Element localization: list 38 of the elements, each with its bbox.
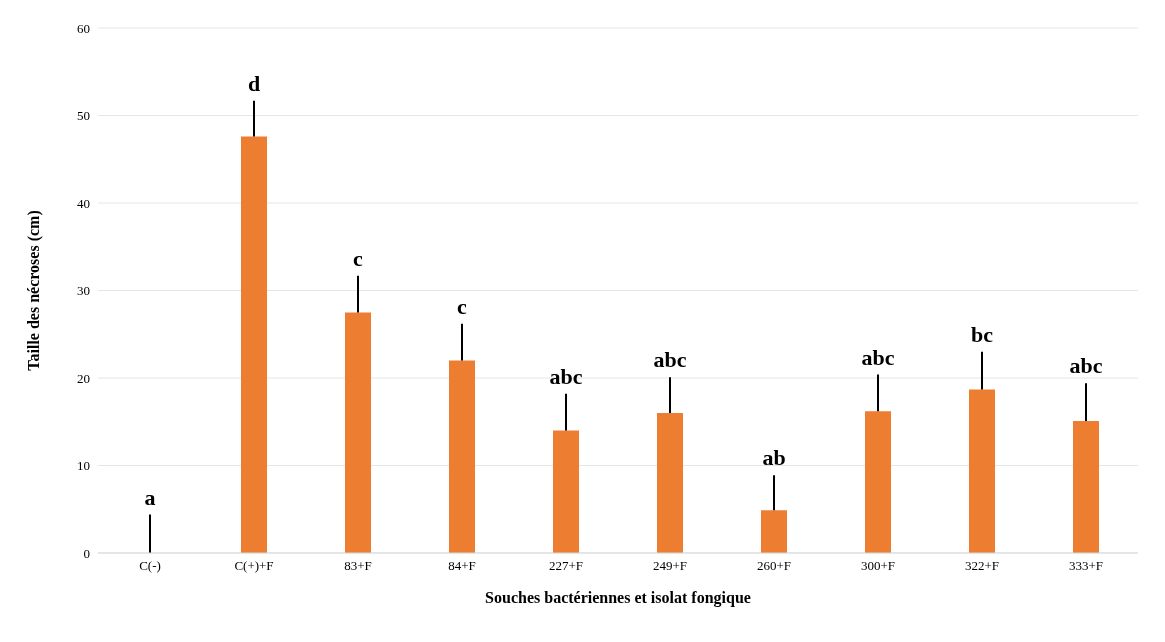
annotation: c <box>353 245 364 271</box>
y-tick-label: 30 <box>77 283 90 299</box>
x-tick-label: 322+F <box>964 558 1000 574</box>
annotation: abc <box>861 344 895 370</box>
bar <box>345 312 371 553</box>
y-tick-label: 50 <box>77 108 90 124</box>
bar <box>657 413 683 553</box>
annotation: abc <box>1069 353 1103 379</box>
x-tick-label: 249+F <box>652 558 688 574</box>
y-tick-label: 40 <box>77 195 90 211</box>
annotation: bc <box>971 321 994 347</box>
annotation: a <box>144 484 156 510</box>
x-tick-label: C(+)+F <box>234 558 274 574</box>
annotation: d <box>247 70 261 96</box>
bar <box>1073 420 1099 553</box>
x-tick-label: 333+F <box>1068 558 1104 574</box>
x-tick-label: C(-) <box>139 558 161 574</box>
x-tick-label: 227+F <box>548 558 584 574</box>
y-tick-label: 10 <box>77 458 90 474</box>
bar <box>241 136 267 553</box>
x-axis-title: Souches bactériennes et isolat fongique <box>485 589 751 607</box>
annotation: abc <box>653 347 687 373</box>
x-tick-label: 84+F <box>448 558 476 574</box>
annotation: abc <box>549 363 583 389</box>
x-tick-label: 300+F <box>860 558 896 574</box>
annotation: c <box>457 293 468 319</box>
y-tick-label: 60 <box>77 20 90 36</box>
bar <box>449 360 475 553</box>
bar <box>969 389 995 553</box>
bar <box>865 411 891 553</box>
y-axis-title: Taille des nécroses (cm) <box>24 210 43 371</box>
x-tick-label: 83+F <box>344 558 372 574</box>
y-tick-label: 0 <box>83 545 90 561</box>
annotation: ab <box>762 445 786 471</box>
x-tick-label: 260+F <box>756 558 792 574</box>
y-tick-label: 20 <box>77 370 90 386</box>
bar <box>553 430 579 553</box>
bar <box>761 510 787 553</box>
